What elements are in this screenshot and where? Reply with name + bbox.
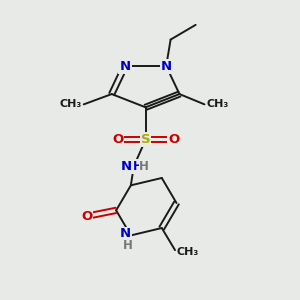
Text: CH₃: CH₃ [207,99,229,110]
Text: H: H [139,160,149,173]
Text: H: H [122,239,132,252]
Text: O: O [112,133,123,146]
Text: N: N [160,60,172,73]
Text: N: N [120,227,131,240]
Text: NH: NH [124,160,144,173]
Text: CH₃: CH₃ [176,247,199,256]
Text: CH₃: CH₃ [59,99,81,110]
Text: N: N [121,160,132,173]
Text: N: N [119,60,130,73]
Text: S: S [141,133,150,146]
Text: O: O [168,133,179,146]
Text: O: O [81,210,92,223]
